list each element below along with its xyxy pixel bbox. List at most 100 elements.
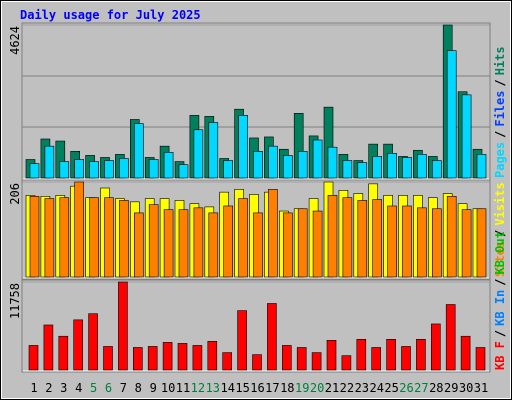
x-tick-label: 16 (250, 381, 264, 395)
bar (416, 338, 426, 371)
bar (296, 347, 307, 371)
legend-separator: / (493, 230, 507, 237)
bar (238, 198, 248, 278)
bar (207, 341, 218, 371)
x-tick-label: 3 (60, 381, 67, 395)
bar (59, 161, 70, 179)
x-tick-label: 6 (105, 381, 112, 395)
bar (104, 160, 114, 179)
x-tick-label: 24 (369, 381, 383, 395)
bar (267, 303, 277, 371)
x-tick-label: 15 (235, 381, 249, 395)
bar (133, 347, 143, 371)
x-tick-label: 25 (384, 381, 398, 395)
bar (223, 205, 233, 278)
legend-entry: KB In (493, 290, 507, 326)
x-tick-label: 10 (161, 381, 175, 395)
legend-entry: Files (493, 91, 507, 127)
x-tick-label: 30 (459, 381, 473, 395)
bar (88, 313, 98, 371)
bar (342, 160, 353, 179)
bar (387, 153, 397, 179)
bar (74, 181, 84, 278)
x-tick-label: 2 (45, 381, 52, 395)
legend: KB F/KB In/KB Out (493, 231, 507, 370)
x-tick-label: 5 (90, 381, 97, 395)
bar (312, 139, 323, 179)
bar (192, 345, 203, 371)
bar (58, 335, 69, 371)
bar (475, 347, 486, 371)
bar (237, 310, 247, 371)
bar (461, 209, 472, 278)
bar (163, 209, 174, 278)
y-tick-label: 11758 (8, 283, 22, 319)
bar (417, 207, 427, 278)
bar (43, 324, 54, 371)
x-tick-label: 4 (75, 381, 82, 395)
x-tick-label: 28 (429, 381, 443, 395)
bar (89, 161, 99, 179)
legend-entry: Pages (493, 142, 507, 178)
x-tick-label: 21 (325, 381, 339, 395)
x-tick-label: 20 (310, 381, 324, 395)
bar (147, 346, 158, 371)
bar (401, 346, 411, 371)
y-tick-label: 206 (8, 183, 22, 205)
x-tick-label: 19 (295, 381, 309, 395)
bar (208, 212, 219, 278)
bar (253, 212, 263, 278)
bar (476, 154, 487, 179)
bar (357, 162, 368, 179)
bar (148, 159, 159, 179)
legend-separator: / (493, 279, 507, 286)
y-tick-label: 4624 (8, 26, 22, 55)
bar (386, 338, 396, 371)
bar (238, 115, 248, 179)
bar (73, 319, 83, 371)
x-tick-label: 27 (414, 381, 428, 395)
x-tick-label: 11 (176, 381, 190, 395)
bar (445, 304, 456, 371)
legend-entry: Visits (493, 182, 507, 225)
x-tick-label: 7 (120, 381, 127, 395)
x-tick-label: 23 (355, 381, 369, 395)
x-tick-label: 29 (444, 381, 458, 395)
bar (178, 209, 189, 278)
bar (446, 195, 457, 278)
legend: Pages / Files / Hits (493, 46, 507, 178)
bar (119, 200, 129, 278)
bar (312, 210, 323, 278)
bar (281, 345, 292, 371)
bar (446, 50, 457, 179)
bar (460, 335, 471, 371)
bar (44, 198, 55, 278)
bar (461, 94, 472, 179)
bar (371, 347, 382, 371)
bar (74, 159, 84, 179)
bar (208, 122, 219, 179)
bar (417, 154, 427, 179)
bar (327, 195, 338, 278)
bar (297, 150, 308, 179)
bar (430, 323, 441, 371)
bar (134, 212, 144, 278)
bar (29, 195, 40, 278)
bar (59, 197, 70, 278)
x-tick-label: 1 (30, 381, 37, 395)
bar (89, 197, 99, 278)
bar (162, 342, 173, 371)
x-tick-label: 31 (474, 381, 488, 395)
legend-entry: KB F (493, 341, 507, 370)
bar (297, 208, 308, 278)
bar (148, 204, 159, 278)
bar (282, 155, 293, 179)
bar (118, 281, 128, 371)
bar (104, 197, 114, 278)
bar (387, 205, 397, 278)
x-tick-label: 13 (206, 381, 220, 395)
x-tick-label: 17 (265, 381, 279, 395)
bar (193, 129, 204, 179)
